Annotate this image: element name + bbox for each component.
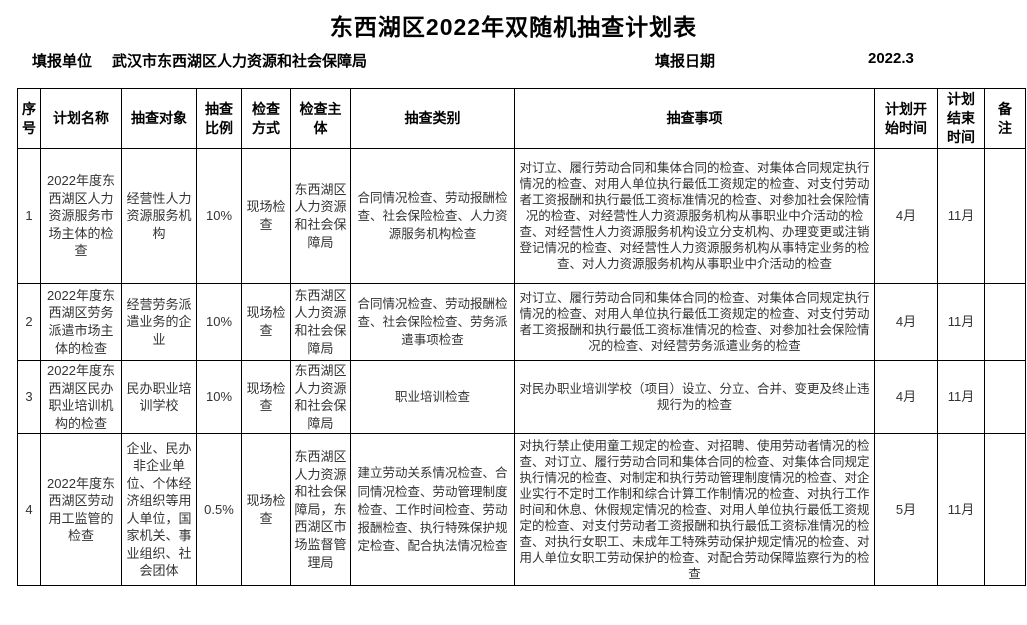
cell-remark — [984, 433, 1026, 587]
col-header-target: 抽查对象 — [121, 88, 197, 149]
table-header-row: 序 号 计划名称 抽查对象 抽查 比例 检查 方式 检查主 体 抽查类别 抽查事… — [17, 88, 1026, 149]
cell-items: 对执行禁止使用童工规定的检查、对招聘、使用劳动者情况的检查、对订立、履行劳动合同… — [514, 433, 875, 587]
col-header-plan-name: 计划名称 — [40, 88, 122, 149]
cell-items: 对订立、履行劳动合同和集体合同的检查、对集体合同规定执行情况的检查、对用人单位执… — [514, 148, 875, 284]
cell-seq: 3 — [17, 359, 41, 435]
cell-start-time: 5月 — [874, 433, 938, 587]
col-header-remark: 备 注 — [984, 88, 1026, 149]
cell-subject: 东西湖区人力资源和社会保障局 — [290, 359, 351, 435]
report-unit-value: 武汉市东西湖区人力资源和社会保障局 — [112, 53, 368, 70]
cell-start-time: 4月 — [874, 359, 938, 435]
cell-plan-name: 2022年度东西湖区人力资源服务市场主体的检查 — [40, 148, 122, 284]
col-header-category: 抽查类别 — [350, 88, 515, 149]
table-row: 1 2022年度东西湖区人力资源服务市场主体的检查 经营性人力资源服务机构 10… — [17, 148, 1026, 284]
cell-method: 现场检查 — [241, 433, 291, 587]
cell-remark — [984, 148, 1026, 284]
table-row: 4 2022年度东西湖区劳动用工监管的检查 企业、民办非企业单位、个体经济组织等… — [17, 433, 1026, 587]
cell-items: 对订立、履行劳动合同和集体合同的检查、对集体合同规定执行情况的检查、对用人单位执… — [514, 283, 875, 361]
cell-subject: 东西湖区人力资源和社会保障局 — [290, 283, 351, 361]
cell-target: 经营性人力资源服务机构 — [121, 148, 197, 284]
cell-seq: 1 — [17, 148, 41, 284]
col-header-seq: 序 号 — [17, 88, 41, 149]
cell-plan-name: 2022年度东西湖区民办职业培训机构的检查 — [40, 359, 122, 435]
cell-ratio: 0.5% — [196, 433, 242, 587]
col-header-start-time: 计划开 始时间 — [874, 88, 938, 149]
inspection-plan-table: 序 号 计划名称 抽查对象 抽查 比例 检查 方式 检查主 体 抽查类别 抽查事… — [17, 88, 1026, 587]
cell-ratio: 10% — [196, 283, 242, 361]
cell-end-time: 11月 — [937, 283, 985, 361]
cell-end-time: 11月 — [937, 148, 985, 284]
cell-target: 经营劳务派遣业务的企业 — [121, 283, 197, 361]
cell-plan-name: 2022年度东西湖区劳务派遣市场主体的检查 — [40, 283, 122, 361]
table-row: 3 2022年度东西湖区民办职业培训机构的检查 民办职业培训学校 10% 现场检… — [17, 359, 1026, 435]
cell-method: 现场检查 — [241, 148, 291, 284]
cell-seq: 4 — [17, 433, 41, 587]
col-header-ratio: 抽查 比例 — [196, 88, 242, 149]
cell-category: 职业培训检查 — [350, 359, 515, 435]
report-date-label: 填报日期 — [655, 53, 716, 70]
cell-start-time: 4月 — [874, 283, 938, 361]
page-title: 东西湖区2022年双随机抽查计划表 — [329, 14, 698, 40]
cell-start-time: 4月 — [874, 148, 938, 284]
cell-ratio: 10% — [196, 148, 242, 284]
cell-end-time: 11月 — [937, 359, 985, 435]
cell-remark — [984, 359, 1026, 435]
cell-ratio: 10% — [196, 359, 242, 435]
col-header-end-time: 计划 结束 时间 — [937, 88, 985, 149]
report-date-value: 2022.3 — [868, 50, 914, 67]
cell-category: 合同情况检查、劳动报酬检查、社会保险检查、人力资源服务机构检查 — [350, 148, 515, 284]
cell-items: 对民办职业培训学校（项目）设立、分立、合并、变更及终止违规行为的检查 — [514, 359, 875, 435]
col-header-items: 抽查事项 — [514, 88, 875, 149]
cell-subject: 东西湖区人力资源和社会保障局 — [290, 148, 351, 284]
cell-method: 现场检查 — [241, 283, 291, 361]
cell-subject: 东西湖区人力资源和社会保障局，东西湖区市场监督管理局 — [290, 433, 351, 587]
cell-category: 建立劳动关系情况检查、合同情况检查、劳动管理制度检查、工作时间检查、劳动报酬检查… — [350, 433, 515, 587]
cell-remark — [984, 283, 1026, 361]
cell-category: 合同情况检查、劳动报酬检查、社会保险检查、劳务派遣事项检查 — [350, 283, 515, 361]
cell-target: 企业、民办非企业单位、个体经济组织等用人单位，国家机关、事业组织、社会团体 — [121, 433, 197, 587]
cell-end-time: 11月 — [937, 433, 985, 587]
col-header-method: 检查 方式 — [241, 88, 291, 149]
cell-plan-name: 2022年度东西湖区劳动用工监管的检查 — [40, 433, 122, 587]
cell-target: 民办职业培训学校 — [121, 359, 197, 435]
table-row: 2 2022年度东西湖区劳务派遣市场主体的检查 经营劳务派遣业务的企业 10% … — [17, 283, 1026, 361]
cell-method: 现场检查 — [241, 359, 291, 435]
report-unit-label: 填报单位 — [32, 53, 93, 70]
col-header-subject: 检查主 体 — [290, 88, 351, 149]
cell-seq: 2 — [17, 283, 41, 361]
